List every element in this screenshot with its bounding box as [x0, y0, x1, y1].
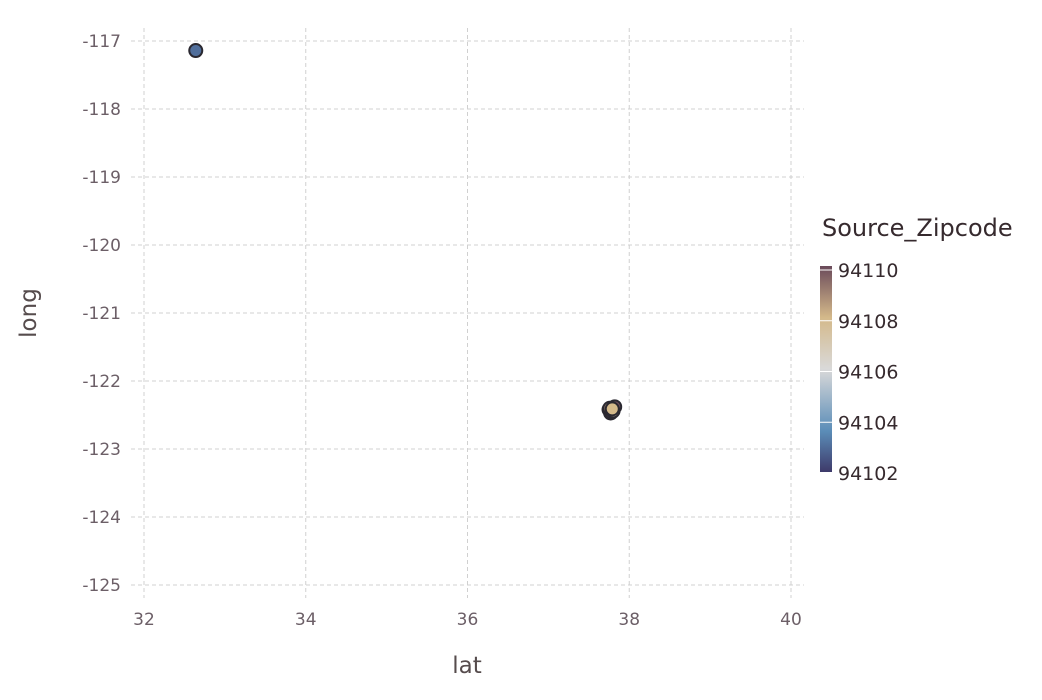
y-axis-ticks: -117 -118 -119 -120 -121 -122 -123 -124 -125 [82, 32, 121, 596]
x-tick-label: 34 [295, 610, 317, 630]
legend-ticks: 94110 94108 94106 94104 94102 [820, 260, 898, 485]
legend: Source_Zipcode 94110 94108 94106 94104 94102 [820, 214, 1013, 485]
x-tick-label: 40 [780, 610, 802, 630]
x-tick-label: 36 [457, 610, 479, 630]
y-tick-label: -118 [82, 100, 121, 120]
data-point [604, 401, 620, 417]
legend-title: Source_Zipcode [822, 214, 1013, 242]
x-tick-label: 38 [618, 610, 640, 630]
legend-tick-label: 94102 [838, 463, 898, 485]
y-axis-label: long [16, 288, 42, 338]
y-tick-label: -119 [82, 168, 121, 188]
legend-tick-label: 94104 [838, 412, 898, 434]
legend-colorbar [820, 266, 832, 472]
legend-tick-label: 94108 [838, 311, 898, 333]
y-tick-label: -122 [82, 372, 121, 392]
data-points [188, 43, 623, 421]
y-tick-label: -124 [82, 508, 121, 528]
data-point [188, 43, 204, 59]
x-axis-label: lat [452, 653, 482, 679]
y-tick-label: -120 [82, 236, 121, 256]
x-tick-label: 32 [133, 610, 155, 630]
y-tick-label: -123 [82, 440, 121, 460]
legend-tick-label: 94106 [838, 362, 898, 384]
grid-lines [131, 28, 804, 598]
y-tick-label: -125 [82, 576, 121, 596]
legend-tick-label: 94110 [838, 260, 898, 282]
y-tick-label: -117 [82, 32, 121, 52]
x-axis-ticks: 32 34 36 38 40 [133, 610, 802, 630]
y-tick-label: -121 [82, 304, 121, 324]
